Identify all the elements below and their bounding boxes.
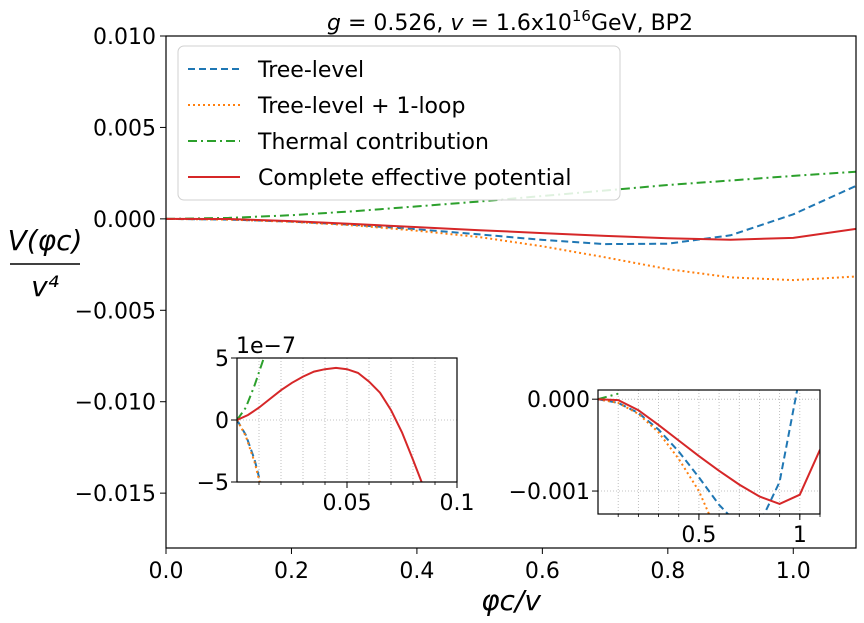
- inset1-series-lines: [237, 358, 423, 482]
- x-tick-label: 0.6: [525, 559, 560, 584]
- legend-items: Tree-level Tree-level + 1-loop Thermal con…: [188, 58, 572, 191]
- chart-title: g = 0.526, v = 1.6x1016GeV, BP2: [327, 7, 693, 36]
- inset-y-tick-label: −0.001: [509, 480, 590, 505]
- x-tick-label: 0.4: [399, 559, 434, 584]
- y-label-numerator: V(φc): [8, 224, 83, 257]
- x-axis-label: φc/v: [481, 584, 541, 617]
- inset2-frame: [597, 389, 821, 515]
- legend-box: [177, 45, 621, 201]
- legend-label-tree-level-1-loop: Tree-level + 1-loop: [257, 94, 465, 119]
- series-line-complete-effective-potential: [165, 217, 857, 241]
- inset2-line-complete-effective-potential: [598, 398, 820, 505]
- inset-zoom-minimum: 0.5 1 0.000 −0.001: [509, 388, 821, 548]
- x-tick-label: 1.0: [776, 559, 811, 584]
- y-tick-label: −0.005: [75, 299, 156, 324]
- main-plot-area: 0.0 0.2 0.4 0.6 0.8 1.0 0.010 0.005 0.000 −0.005…: [75, 25, 857, 584]
- y-tick-label: −0.010: [75, 391, 156, 416]
- inset-y-tick-label: −5: [197, 471, 229, 496]
- y-tick-label: 0.010: [93, 25, 156, 50]
- inset-y-tick-label: 5: [215, 347, 229, 372]
- inset2-line-tree-level-1-loop: [598, 398, 711, 514]
- y-label-denominator: v⁴: [31, 270, 59, 303]
- inset-x-tick-label: 0.05: [323, 491, 372, 516]
- inset1-line-thermal-contribution: [237, 358, 266, 421]
- legend-label-thermal-contribution: Thermal contribution: [257, 130, 489, 155]
- y-tick-label: 0.005: [93, 116, 156, 141]
- legend-label-complete-effective-potential: Complete effective potential: [258, 166, 572, 191]
- main-x-ticks: 0.0 0.2 0.4 0.6 0.8 1.0: [149, 548, 811, 584]
- inset-x-tick-label: 1: [793, 523, 807, 548]
- inset-y-tick-label: 0: [215, 409, 229, 434]
- inset2-series-lines: [598, 390, 820, 514]
- main-y-ticks: 0.010 0.005 0.000 −0.005 −0.010 −0.015: [75, 25, 166, 507]
- inset1-offset-label: 1e−7: [236, 334, 296, 359]
- inset-x-tick-label: 0.5: [681, 523, 716, 548]
- y-tick-label: −0.015: [75, 482, 156, 507]
- inset1-line-complete-effective-potential: [237, 366, 423, 482]
- inset1-ticks: 0.05 0.1 5 0 −5: [197, 347, 475, 516]
- inset-x-tick-label: 0.1: [440, 491, 475, 516]
- legend-label-tree-level: Tree-level: [257, 58, 364, 83]
- x-tick-label: 0.2: [274, 559, 309, 584]
- main-plot-frame: [165, 35, 857, 549]
- inset2-line-thermal-contribution: [598, 392, 619, 401]
- x-tick-label: 0.0: [149, 559, 184, 584]
- legend: Tree-level Tree-level + 1-loop Thermal con…: [177, 45, 621, 201]
- inset-y-tick-label: 0.000: [527, 388, 590, 413]
- x-tick-label: 0.8: [650, 559, 685, 584]
- y-tick-label: 0.000: [93, 208, 156, 233]
- inset2-ticks: 0.5 1 0.000 −0.001: [509, 388, 821, 548]
- y-axis-label: V(φc) v⁴: [8, 224, 83, 303]
- inset-zoom-near-origin: 0.05 0.1 5 0 −5 1e−7: [197, 334, 475, 516]
